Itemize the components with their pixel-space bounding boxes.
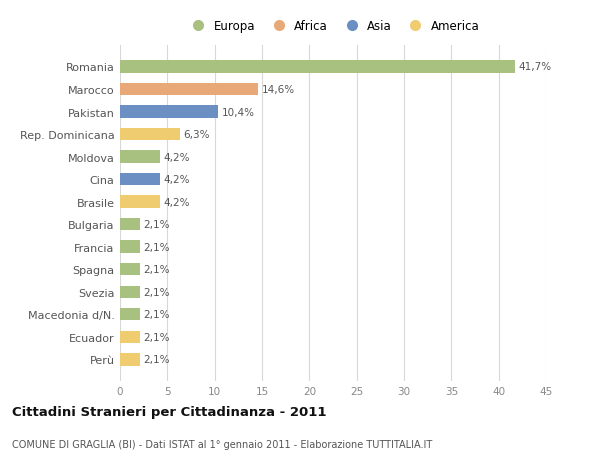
Bar xyxy=(120,263,140,276)
Text: COMUNE DI GRAGLIA (BI) - Dati ISTAT al 1° gennaio 2011 - Elaborazione TUTTITALIA: COMUNE DI GRAGLIA (BI) - Dati ISTAT al 1… xyxy=(12,440,432,449)
Text: 4,2%: 4,2% xyxy=(164,175,190,185)
Text: 41,7%: 41,7% xyxy=(518,62,551,73)
Legend: Europa, Africa, Asia, America: Europa, Africa, Asia, America xyxy=(182,15,484,37)
Bar xyxy=(120,241,140,253)
Bar xyxy=(120,151,160,163)
Bar xyxy=(120,129,179,141)
Text: Cittadini Stranieri per Cittadinanza - 2011: Cittadini Stranieri per Cittadinanza - 2… xyxy=(12,405,326,419)
Text: 2,1%: 2,1% xyxy=(143,287,170,297)
Bar xyxy=(120,106,218,118)
Bar xyxy=(120,174,160,186)
Text: 4,2%: 4,2% xyxy=(164,197,190,207)
Text: 2,1%: 2,1% xyxy=(143,310,170,319)
Text: 4,2%: 4,2% xyxy=(164,152,190,162)
Text: 2,1%: 2,1% xyxy=(143,265,170,274)
Bar xyxy=(120,218,140,231)
Text: 2,1%: 2,1% xyxy=(143,242,170,252)
Bar xyxy=(120,286,140,298)
Bar xyxy=(120,196,160,208)
Bar xyxy=(120,84,258,96)
Bar xyxy=(120,331,140,343)
Text: 2,1%: 2,1% xyxy=(143,220,170,230)
Bar xyxy=(120,308,140,321)
Text: 14,6%: 14,6% xyxy=(262,85,295,95)
Text: 2,1%: 2,1% xyxy=(143,354,170,364)
Bar xyxy=(120,353,140,366)
Text: 6,3%: 6,3% xyxy=(184,130,210,140)
Text: 2,1%: 2,1% xyxy=(143,332,170,342)
Text: 10,4%: 10,4% xyxy=(222,107,255,117)
Bar xyxy=(120,61,515,73)
